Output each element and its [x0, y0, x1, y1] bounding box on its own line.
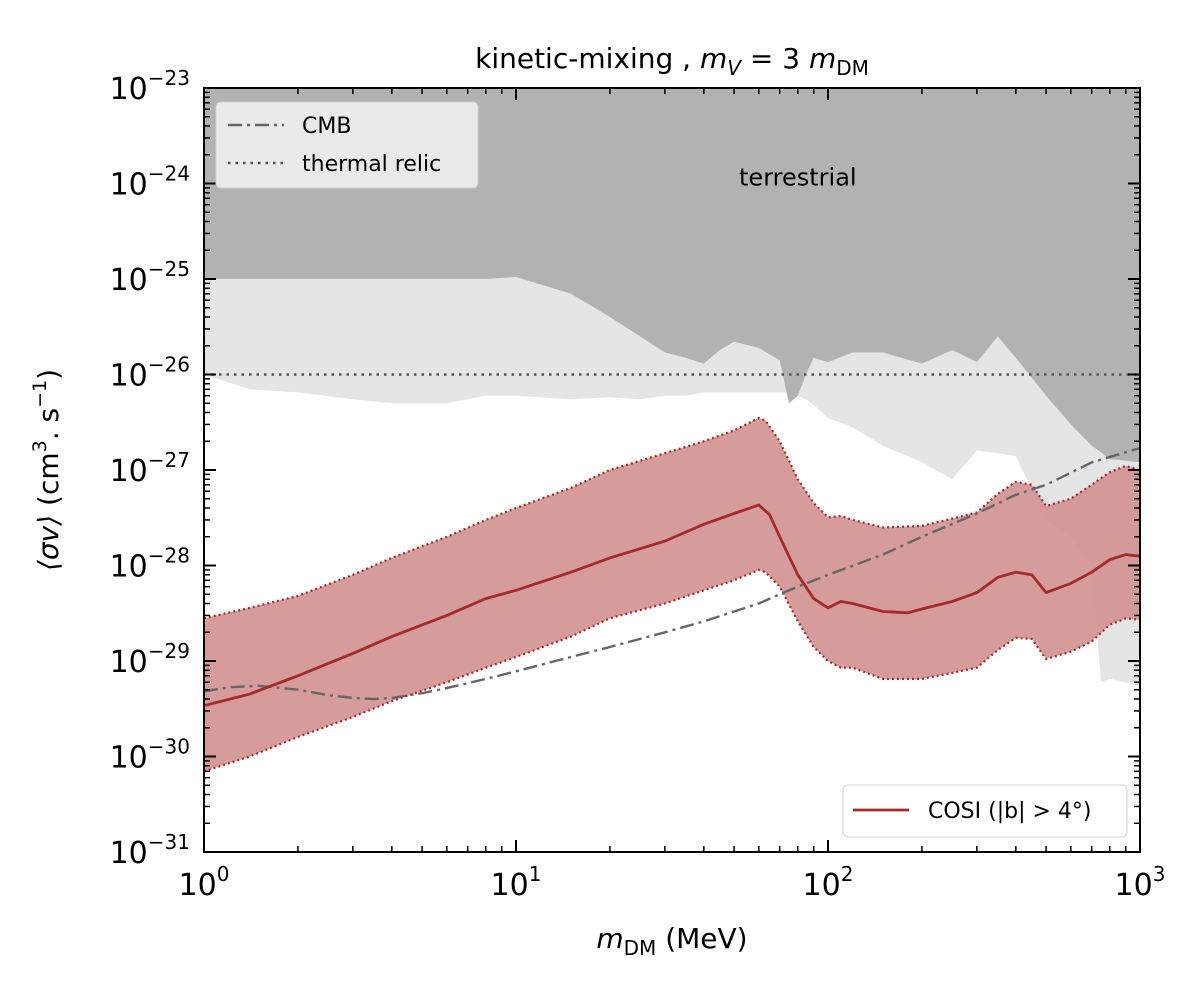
- x-tick-labels: 100 101 102 103: [179, 862, 1166, 903]
- y-tick-label: 10−26: [110, 353, 190, 394]
- cosi-band-upper-edge: [204, 416, 1140, 620]
- legend-cosi-label: COSI (|b| > 4°): [928, 799, 1092, 824]
- legend-bottom-box: [842, 784, 1128, 838]
- x-tick-label: 101: [491, 862, 542, 903]
- chart-title: kinetic-mixing , mV = 3 mDM: [475, 42, 869, 80]
- y-tick-label: 10−29: [110, 639, 190, 680]
- terrestrial-light-region: [204, 277, 1140, 686]
- plot-frame: [203, 87, 1141, 853]
- y-tick-label: 10−30: [110, 735, 190, 776]
- terrestrial-label: terrestrial: [739, 164, 857, 192]
- y-axis-label: ⟨σv⟩ (cm3. s−1): [29, 369, 65, 571]
- legend-top: CMB thermal relic: [215, 101, 479, 189]
- cosi-line: [204, 503, 1140, 708]
- legend-bottom: COSI (|b| > 4°): [842, 784, 1128, 838]
- cosi-uncertainty-band: [204, 418, 1140, 772]
- x-axis-label: mDM (MeV): [596, 922, 747, 960]
- legend-relic-label: thermal relic: [302, 152, 441, 177]
- y-tick-label: 10−24: [110, 162, 190, 203]
- y-tick-labels: 10−31 10−30 10−29 10−28 10−27 10−26 10−25 10−24…: [110, 66, 190, 871]
- legend-top-box: [215, 101, 479, 189]
- y-tick-label: 10−28: [110, 544, 190, 585]
- y-tick-label: 10−23: [110, 66, 190, 107]
- x-tick-label: 103: [1115, 862, 1166, 903]
- y-tick-label: 10−27: [110, 448, 190, 489]
- y-tick-label: 10−31: [110, 830, 190, 871]
- x-tick-label: 102: [803, 862, 854, 903]
- y-tick-label: 10−25: [110, 257, 190, 298]
- cmb-line: [204, 446, 1140, 701]
- x-tick-label: 100: [179, 862, 230, 903]
- legend-cmb-label: CMB: [302, 114, 351, 139]
